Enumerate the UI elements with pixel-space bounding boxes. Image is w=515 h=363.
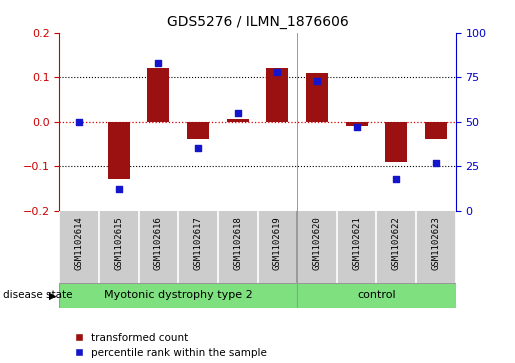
Text: GSM1102621: GSM1102621 — [352, 216, 361, 270]
Legend: transformed count, percentile rank within the sample: transformed count, percentile rank withi… — [75, 333, 267, 358]
Text: control: control — [357, 290, 396, 301]
Text: GSM1102618: GSM1102618 — [233, 216, 242, 270]
Text: GSM1102622: GSM1102622 — [392, 216, 401, 270]
Bar — [385, 122, 407, 162]
Bar — [306, 73, 328, 122]
Bar — [297, 283, 456, 308]
Text: GSM1102619: GSM1102619 — [273, 216, 282, 270]
Point — [114, 186, 123, 192]
Bar — [425, 122, 447, 139]
Bar — [59, 283, 297, 308]
Point — [75, 119, 83, 125]
Bar — [266, 68, 288, 122]
Bar — [227, 119, 249, 122]
Text: disease state: disease state — [3, 290, 72, 301]
Text: Myotonic dystrophy type 2: Myotonic dystrophy type 2 — [104, 290, 252, 301]
Point — [313, 78, 321, 83]
Point — [432, 160, 440, 166]
Point — [352, 124, 360, 130]
Point — [392, 176, 401, 182]
Text: ▶: ▶ — [49, 290, 57, 301]
Text: GSM1102620: GSM1102620 — [313, 216, 321, 270]
Text: GSM1102616: GSM1102616 — [154, 216, 163, 270]
Text: GSM1102614: GSM1102614 — [75, 216, 83, 270]
Text: GSM1102623: GSM1102623 — [432, 216, 440, 270]
Point — [233, 110, 242, 115]
Bar — [108, 122, 130, 179]
Point — [194, 145, 202, 151]
Text: GSM1102615: GSM1102615 — [114, 216, 123, 270]
Title: GDS5276 / ILMN_1876606: GDS5276 / ILMN_1876606 — [167, 15, 348, 29]
Point — [154, 60, 162, 66]
Text: GSM1102617: GSM1102617 — [194, 216, 202, 270]
Bar — [346, 122, 368, 126]
Point — [273, 69, 281, 75]
Bar — [147, 68, 169, 122]
Bar — [187, 122, 209, 139]
